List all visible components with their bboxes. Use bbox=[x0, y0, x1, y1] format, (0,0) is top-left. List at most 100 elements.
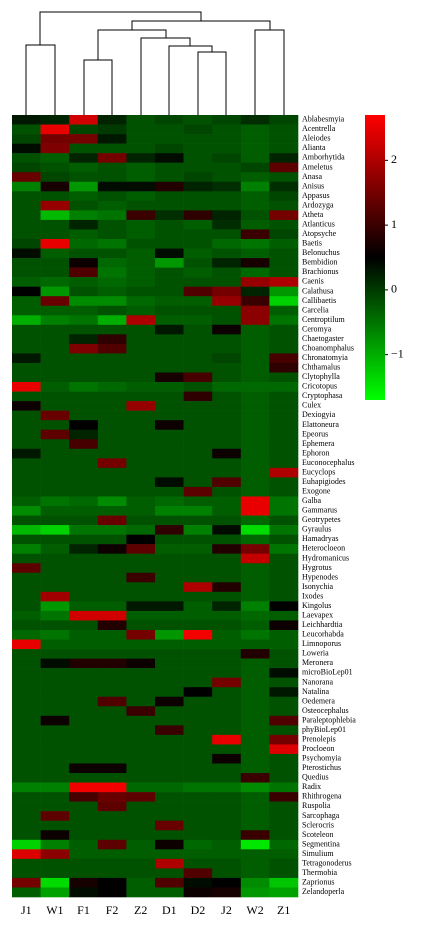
heatmap-cell bbox=[12, 258, 41, 268]
heatmap-cell bbox=[183, 677, 213, 688]
heatmap-cell bbox=[69, 286, 99, 297]
heatmap-cell bbox=[126, 839, 156, 850]
heatmap-cell bbox=[40, 725, 70, 736]
heatmap-cell bbox=[69, 553, 99, 564]
heatmap-cell bbox=[97, 734, 127, 745]
heatmap-cell bbox=[155, 668, 184, 678]
heatmap-cell bbox=[155, 715, 184, 726]
heatmap-cell bbox=[69, 839, 99, 850]
row-label: Epeorus bbox=[302, 429, 328, 438]
heatmap-cell bbox=[97, 162, 127, 173]
heatmap-cell bbox=[183, 849, 213, 860]
heatmap-cell bbox=[183, 773, 213, 783]
heatmap-cell bbox=[12, 744, 41, 755]
heatmap-cell bbox=[155, 229, 184, 240]
heatmap-cell bbox=[126, 315, 156, 326]
heatmap-cell bbox=[269, 477, 299, 488]
heatmap-cell bbox=[269, 362, 299, 373]
heatmap-cell bbox=[12, 486, 41, 497]
heatmap-cell bbox=[212, 610, 242, 621]
heatmap-cell bbox=[269, 372, 299, 383]
heatmap-cell bbox=[155, 553, 184, 564]
heatmap-cell bbox=[155, 238, 184, 249]
heatmap-cell bbox=[40, 706, 70, 717]
row-label: Aleiodes bbox=[302, 134, 330, 143]
heatmap-cell bbox=[269, 849, 299, 860]
heatmap-cell bbox=[97, 153, 127, 163]
dendrogram-branch bbox=[83, 59, 113, 115]
heatmap-cell bbox=[155, 172, 184, 183]
row-label: Hamadryas bbox=[302, 534, 338, 543]
heatmap-cell bbox=[212, 277, 242, 287]
row-label: Tetragonoderus bbox=[302, 858, 352, 867]
heatmap-cell bbox=[155, 725, 184, 736]
heatmap-cell bbox=[126, 353, 156, 364]
heatmap-cell bbox=[69, 849, 99, 860]
heatmap-cell bbox=[155, 687, 184, 698]
heatmap-cell bbox=[126, 401, 156, 411]
heatmap-cell bbox=[155, 610, 184, 621]
heatmap-cell bbox=[240, 229, 270, 240]
heatmap-cell bbox=[40, 544, 70, 554]
heatmap-cell bbox=[212, 782, 242, 793]
row-label: Centroptilum bbox=[302, 315, 345, 324]
heatmap-cell bbox=[69, 668, 99, 678]
row-label: Kingolus bbox=[302, 601, 331, 610]
heatmap-cell bbox=[155, 305, 184, 316]
heatmap-cell bbox=[40, 506, 70, 516]
heatmap-cell bbox=[183, 763, 213, 774]
heatmap-cell bbox=[126, 801, 156, 812]
heatmap-cell bbox=[126, 439, 156, 450]
row-label: Leichhardtia bbox=[302, 620, 343, 629]
heatmap-cell bbox=[40, 486, 70, 497]
heatmap-cell bbox=[240, 382, 270, 392]
heatmap-cell bbox=[269, 629, 299, 640]
heatmap-cell bbox=[183, 362, 213, 373]
heatmap-cell bbox=[12, 820, 41, 831]
row-label: Atheta bbox=[302, 210, 324, 219]
heatmap-cell bbox=[212, 792, 242, 802]
heatmap-cell bbox=[183, 591, 213, 602]
heatmap-cell bbox=[240, 811, 270, 822]
heatmap-cell bbox=[12, 115, 41, 125]
heatmap-cell bbox=[183, 248, 213, 259]
heatmap-cell bbox=[155, 544, 184, 554]
heatmap-cell bbox=[212, 334, 242, 345]
heatmap-cell bbox=[183, 267, 213, 278]
heatmap-cell bbox=[269, 706, 299, 717]
heatmap-cell bbox=[97, 448, 127, 459]
heatmap-cell bbox=[155, 410, 184, 421]
heatmap-cell bbox=[183, 544, 213, 554]
heatmap-cell bbox=[97, 515, 127, 526]
heatmap-cell bbox=[240, 362, 270, 373]
row-label: Loweria bbox=[302, 649, 329, 658]
heatmap-cell bbox=[40, 420, 70, 431]
column-label: J1 bbox=[21, 903, 32, 917]
heatmap-cell bbox=[126, 629, 156, 640]
heatmap-cell bbox=[183, 868, 213, 879]
heatmap-cell bbox=[240, 258, 270, 268]
heatmap-cell bbox=[183, 734, 213, 745]
heatmap-cell bbox=[12, 601, 41, 612]
heatmap-cell bbox=[155, 811, 184, 822]
heatmap-cell bbox=[97, 353, 127, 364]
column-label: D1 bbox=[162, 903, 177, 917]
heatmap-cell bbox=[69, 200, 99, 211]
heatmap-cell bbox=[155, 563, 184, 574]
heatmap-cell bbox=[269, 458, 299, 469]
heatmap-cell bbox=[240, 334, 270, 345]
row-label: Laevapex bbox=[302, 610, 333, 619]
color-bar bbox=[365, 115, 385, 400]
heatmap-cell bbox=[155, 753, 184, 764]
row-label: Carcelia bbox=[302, 305, 329, 314]
row-label: Oedemera bbox=[302, 696, 335, 705]
heatmap-cell bbox=[12, 286, 41, 297]
heatmap-cell bbox=[240, 448, 270, 459]
heatmap-cell bbox=[97, 563, 127, 574]
heatmap-cell bbox=[40, 382, 70, 392]
heatmap-cell bbox=[269, 267, 299, 278]
heatmap-cell bbox=[269, 525, 299, 535]
row-label: Paraleptophlebia bbox=[302, 715, 356, 724]
heatmap-cell bbox=[183, 429, 213, 440]
row-label: Ameletus bbox=[302, 162, 333, 171]
